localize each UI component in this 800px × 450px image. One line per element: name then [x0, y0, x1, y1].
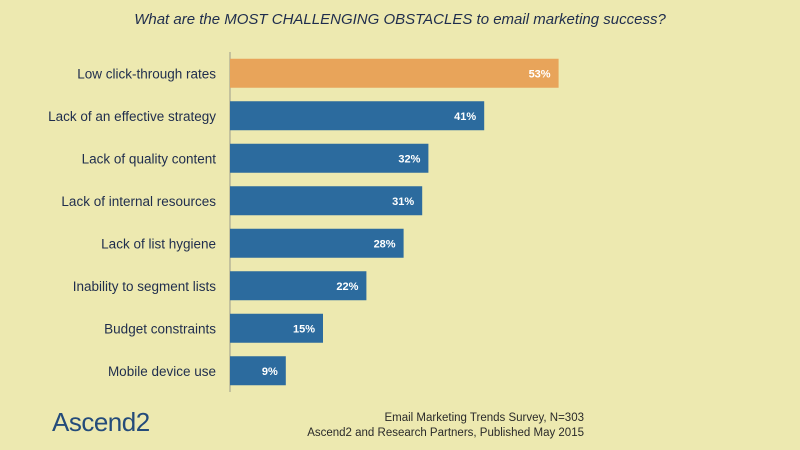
data-label: 41% — [454, 111, 476, 123]
ascend2-logo: Ascend2 — [52, 407, 150, 437]
data-label: 32% — [398, 153, 420, 165]
source-line-2: Ascend2 and Research Partners, Published… — [307, 427, 584, 439]
data-label: 22% — [336, 281, 358, 293]
category-label: Low click-through rates — [77, 66, 216, 81]
data-label: 15% — [293, 323, 315, 335]
chart-title: What are the MOST CHALLENGING OBSTACLES … — [134, 11, 666, 28]
source-line-1: Email Marketing Trends Survey, N=303 — [384, 412, 584, 424]
bar — [230, 143, 429, 173]
bar — [230, 313, 323, 343]
data-label: 31% — [392, 196, 414, 208]
source-note: Email Marketing Trends Survey, N=303 Asc… — [307, 411, 584, 441]
category-label: Lack of list hygiene — [101, 236, 216, 251]
data-label: 28% — [374, 238, 396, 250]
bar — [230, 58, 559, 88]
bar — [230, 228, 404, 258]
category-label: Lack of an effective strategy — [48, 109, 216, 124]
category-label: Inability to segment lists — [73, 279, 217, 294]
bar — [230, 186, 423, 216]
category-label: Lack of quality content — [82, 151, 217, 166]
bar — [230, 101, 485, 131]
data-label: 9% — [262, 366, 278, 378]
category-label: Lack of internal resources — [61, 194, 216, 209]
bar — [230, 356, 286, 386]
bar — [230, 271, 367, 301]
category-label: Budget constraints — [104, 321, 216, 336]
category-label: Mobile device use — [108, 364, 216, 379]
data-label: 53% — [529, 68, 551, 80]
